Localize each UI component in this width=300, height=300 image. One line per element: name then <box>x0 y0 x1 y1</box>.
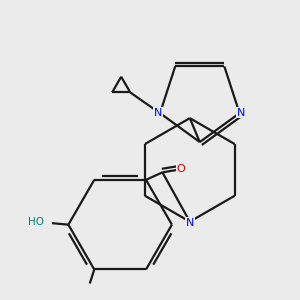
Text: N: N <box>237 108 245 118</box>
Text: N: N <box>186 218 194 228</box>
Text: O: O <box>177 164 185 174</box>
Text: N: N <box>154 108 162 118</box>
Text: HO: HO <box>28 217 44 227</box>
